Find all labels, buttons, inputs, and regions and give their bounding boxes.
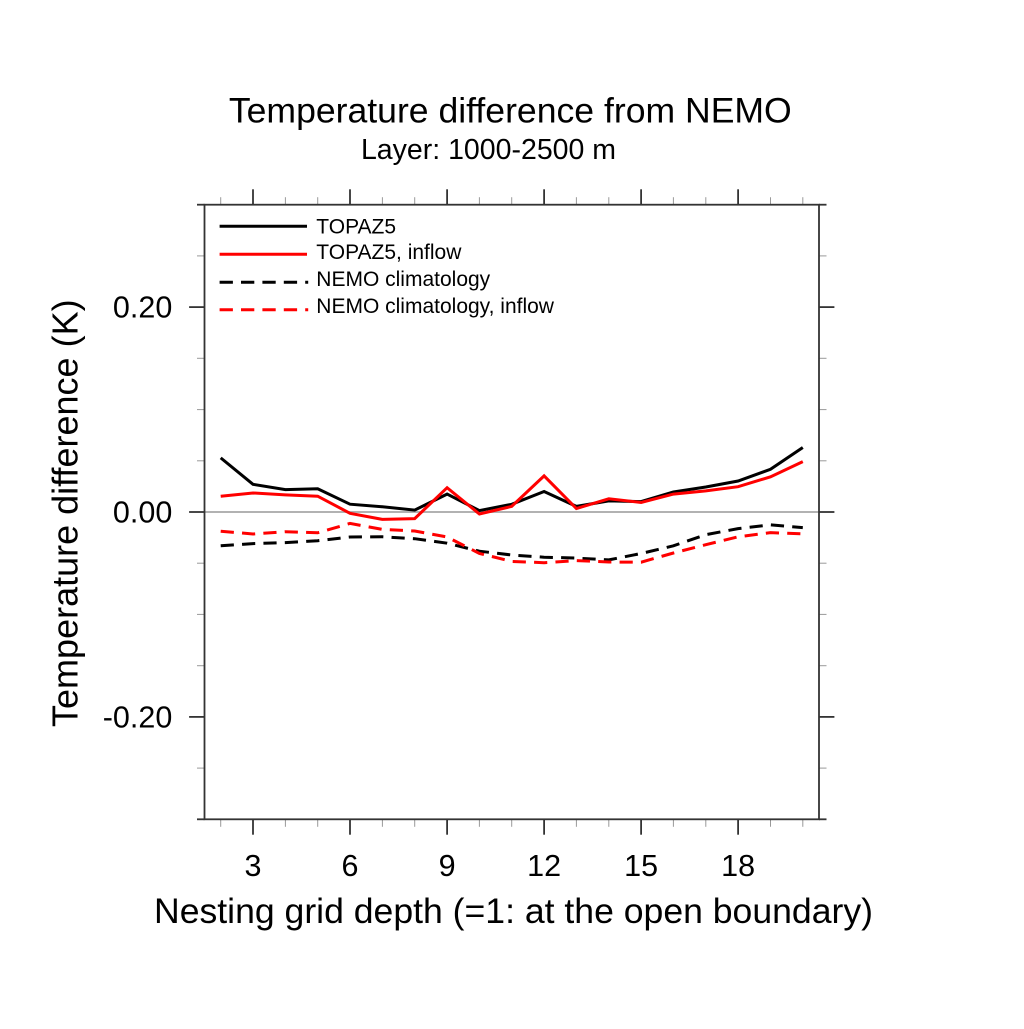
svg-text:-0.20: -0.20 bbox=[103, 700, 173, 734]
svg-text:6: 6 bbox=[342, 849, 359, 883]
svg-text:0.20: 0.20 bbox=[113, 291, 172, 325]
svg-text:Layer: 1000-2500 m: Layer: 1000-2500 m bbox=[361, 134, 616, 166]
svg-text:Nesting grid depth (=1: at the: Nesting grid depth (=1: at the open boun… bbox=[154, 891, 873, 931]
svg-text:15: 15 bbox=[624, 849, 658, 883]
svg-text:9: 9 bbox=[439, 849, 456, 883]
svg-text:TOPAZ5: TOPAZ5 bbox=[316, 215, 396, 238]
svg-text:0.00: 0.00 bbox=[113, 496, 172, 530]
svg-text:Temperature difference (K): Temperature difference (K) bbox=[45, 299, 86, 727]
svg-text:12: 12 bbox=[527, 849, 561, 883]
svg-text:TOPAZ5, inflow: TOPAZ5, inflow bbox=[316, 241, 462, 264]
svg-text:NEMO climatology: NEMO climatology bbox=[316, 268, 490, 291]
svg-text:NEMO climatology, inflow: NEMO climatology, inflow bbox=[316, 295, 555, 318]
svg-text:3: 3 bbox=[245, 849, 262, 883]
svg-text:Temperature difference from NE: Temperature difference from NEMO bbox=[229, 90, 792, 130]
svg-text:18: 18 bbox=[721, 849, 755, 883]
